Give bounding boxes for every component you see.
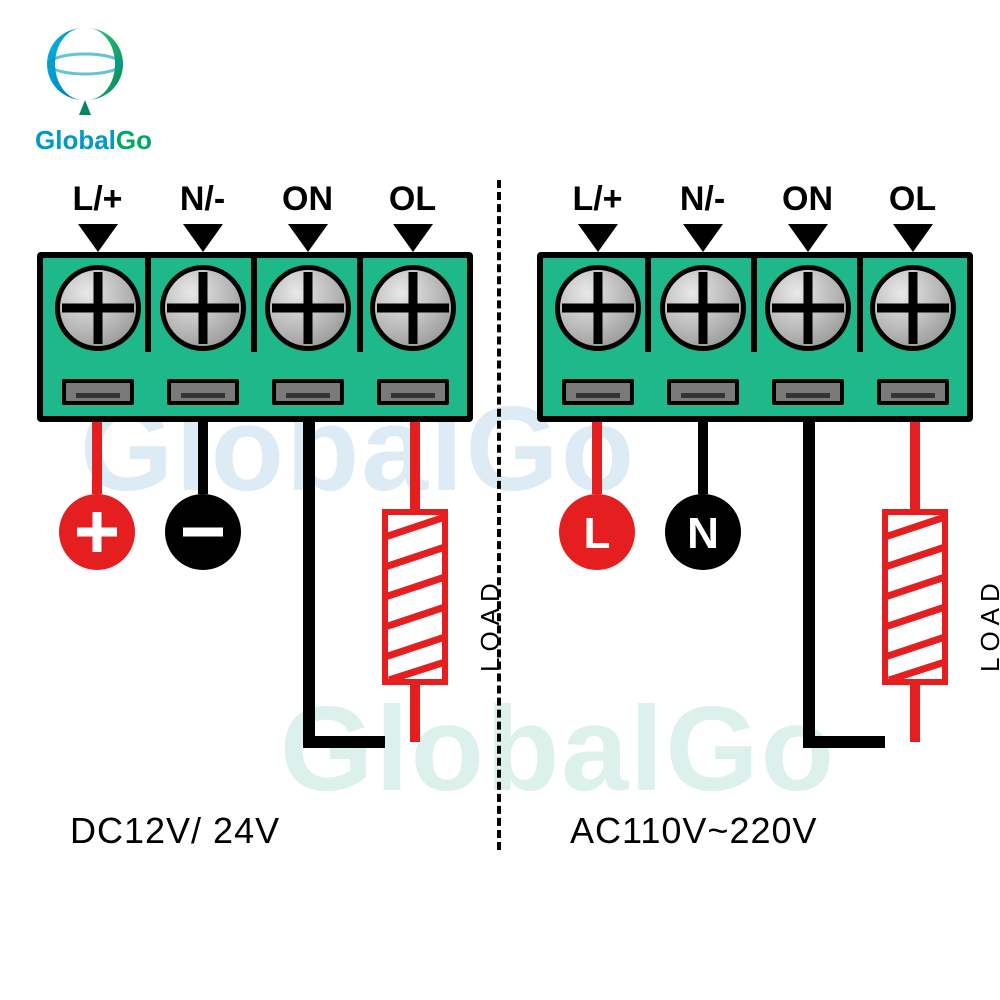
svg-text:N: N: [687, 509, 719, 558]
voltage-label-ac: AC110V~220V: [570, 810, 818, 852]
wire-port-icon: [62, 379, 134, 405]
wire-port-icon: [772, 379, 844, 405]
arrow-down-icon: [360, 224, 465, 252]
arrow-down-icon: [650, 224, 755, 252]
svg-text:L: L: [584, 509, 611, 558]
terminal-labels: L/+ N/- ON OL: [45, 180, 465, 219]
label-l-plus: L/+: [45, 180, 150, 219]
wire-port-icon: [877, 379, 949, 405]
label-ol: OL: [860, 180, 965, 219]
center-divider: [497, 180, 501, 850]
label-on: ON: [255, 180, 360, 219]
terminal-block: [45, 252, 465, 422]
wires-svg: L N: [545, 422, 965, 792]
screw-terminal-icon: [555, 265, 641, 351]
screw-terminal-icon: [55, 265, 141, 351]
screw-terminal-icon: [660, 265, 746, 351]
wiring-diagram: L/+ N/- ON OL: [0, 180, 1000, 900]
arrow-down-icon: [860, 224, 965, 252]
label-n-minus: N/-: [150, 180, 255, 219]
ac-panel: L/+ N/- ON OL: [545, 180, 965, 792]
screw-terminal-icon: [870, 265, 956, 351]
wire-port-icon: [272, 379, 344, 405]
voltage-label-dc: DC12V/ 24V: [70, 810, 280, 852]
label-ol: OL: [360, 180, 465, 219]
wires-svg: [45, 422, 465, 792]
arrow-down-icon: [45, 224, 150, 252]
arrow-down-icon: [545, 224, 650, 252]
load-label: LOAD: [475, 577, 506, 672]
wire-area: LOAD: [45, 422, 465, 792]
terminal-labels: L/+ N/- ON OL: [545, 180, 965, 219]
arrow-down-icon: [255, 224, 360, 252]
arrow-row: [45, 224, 465, 252]
arrow-row: [545, 224, 965, 252]
terminal-block: [545, 252, 965, 422]
label-l-plus: L/+: [545, 180, 650, 219]
logo-text: GlobalGo: [35, 125, 152, 156]
wire-area: L N LOAD: [545, 422, 965, 792]
brand-logo: GlobalGo: [35, 20, 152, 156]
logo-word-global: Global: [35, 125, 116, 155]
wire-port-icon: [562, 379, 634, 405]
label-n-minus: N/-: [650, 180, 755, 219]
wire-port-icon: [167, 379, 239, 405]
dc-panel: L/+ N/- ON OL: [45, 180, 465, 792]
arrow-down-icon: [150, 224, 255, 252]
wire-port-icon: [377, 379, 449, 405]
wire-port-icon: [667, 379, 739, 405]
screw-terminal-icon: [370, 265, 456, 351]
screw-terminal-icon: [265, 265, 351, 351]
screw-terminal-icon: [765, 265, 851, 351]
logo-word-go: Go: [116, 125, 152, 155]
label-on: ON: [755, 180, 860, 219]
load-label: LOAD: [975, 577, 1000, 672]
screw-terminal-icon: [160, 265, 246, 351]
arrow-down-icon: [755, 224, 860, 252]
logo-globe-icon: [35, 20, 145, 115]
